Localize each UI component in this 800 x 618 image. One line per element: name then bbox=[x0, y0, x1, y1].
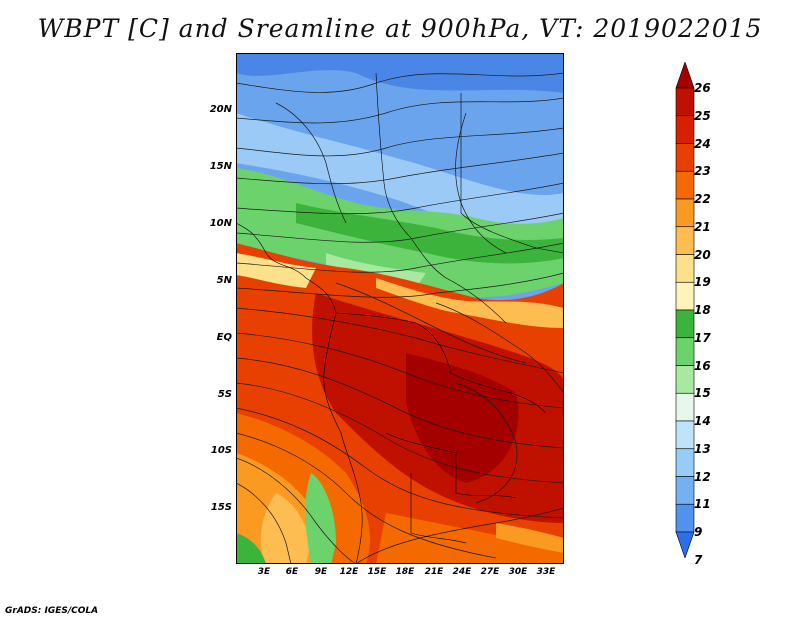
lon-label-30e: 30E bbox=[508, 567, 528, 577]
lat-label-10s: 10S bbox=[210, 445, 232, 456]
map-frame bbox=[236, 53, 564, 564]
colorbar-swatch bbox=[675, 198, 695, 228]
colorbar-swatch bbox=[675, 226, 695, 255]
lon-label-33e: 33E bbox=[536, 567, 556, 577]
shading-southwest-green bbox=[305, 473, 336, 564]
lat-label-15s: 15S bbox=[210, 502, 232, 513]
shading-light-blue bbox=[236, 113, 564, 230]
colorbar-label: 20 bbox=[694, 247, 711, 262]
credit-text: GrADS: IGES/COLA bbox=[5, 606, 99, 616]
colorbar-swatch bbox=[675, 420, 695, 450]
lon-label-15e: 15E bbox=[367, 567, 387, 577]
lat-label-15n: 15N bbox=[209, 161, 232, 172]
colorbar-label: 7 bbox=[694, 552, 703, 567]
chart-title: WBPT [C] and Sreamline at 900hPa, VT: 20… bbox=[37, 14, 763, 43]
streamlines bbox=[236, 72, 564, 564]
lat-label-5n: 5N bbox=[216, 275, 232, 286]
wbpt-map bbox=[236, 53, 564, 564]
shading-southeast-amber bbox=[496, 523, 564, 553]
colorbar-swatch bbox=[675, 170, 695, 200]
shading-cold-core bbox=[236, 53, 564, 93]
lon-label-9e: 9E bbox=[314, 567, 328, 577]
colorbar-label: 11 bbox=[694, 497, 711, 512]
shading-southeast-orange bbox=[376, 513, 564, 564]
colorbar-label: 14 bbox=[694, 414, 711, 428]
colorbar-label: 26 bbox=[694, 81, 711, 95]
lon-label-6e: 6E bbox=[285, 567, 299, 577]
colorbar-swatch bbox=[675, 281, 695, 311]
colorbar-swatch-top bbox=[675, 62, 695, 89]
colorbar-swatch bbox=[675, 392, 695, 422]
colorbar-label: 12 bbox=[694, 469, 711, 484]
colorbar-label: 23 bbox=[694, 164, 711, 179]
colorbar-label: 21 bbox=[694, 219, 711, 234]
lon-label-18e: 18E bbox=[395, 567, 415, 577]
colorbar-label: 16 bbox=[694, 358, 711, 373]
lat-label-eq: EQ bbox=[216, 332, 232, 343]
colorbar-swatch bbox=[675, 87, 695, 117]
shading-peak bbox=[406, 353, 519, 483]
colorbar-label: 17 bbox=[694, 330, 711, 345]
colorbar-label: 19 bbox=[694, 275, 711, 290]
colorbar-swatch bbox=[675, 365, 695, 394]
shading-dark-green bbox=[296, 203, 564, 264]
colorbar-label: 13 bbox=[694, 441, 711, 456]
colorbar-label: 24 bbox=[694, 136, 711, 151]
colorbar-swatch bbox=[675, 309, 695, 339]
colorbar-swatch bbox=[675, 448, 695, 477]
colorbar bbox=[675, 62, 695, 558]
shading-southwest-yellow bbox=[260, 493, 311, 564]
colorbar-label: 9 bbox=[694, 525, 703, 539]
colorbar-label: 25 bbox=[694, 108, 711, 123]
lon-label-3e: 3E bbox=[257, 567, 271, 577]
colorbar-label: 18 bbox=[694, 303, 711, 317]
colorbar-label: 15 bbox=[694, 386, 711, 401]
lon-label-21e: 21E bbox=[424, 567, 444, 577]
colorbar-swatch-bottom bbox=[675, 531, 695, 558]
borders bbox=[236, 72, 564, 564]
colorbar-swatch bbox=[675, 143, 695, 172]
lat-label-5s: 5S bbox=[217, 389, 232, 400]
lat-label-10n: 10N bbox=[209, 218, 232, 229]
colorbar-swatch bbox=[675, 115, 695, 144]
colorbar-swatch bbox=[675, 254, 695, 283]
lon-label-12e: 12E bbox=[339, 567, 359, 577]
lat-label-20n: 20N bbox=[209, 104, 232, 115]
shading-corner-green bbox=[236, 533, 266, 564]
colorbar-swatch bbox=[675, 337, 695, 366]
colorbar-swatch bbox=[675, 476, 695, 505]
colorbar-label: 22 bbox=[694, 192, 711, 206]
shading-yellow-north bbox=[236, 253, 316, 288]
map-panel bbox=[236, 53, 564, 564]
lon-label-27e: 27E bbox=[480, 567, 500, 577]
lon-label-24e: 24E bbox=[452, 567, 472, 577]
shading-orange-band bbox=[376, 278, 564, 328]
colorbar-swatch bbox=[675, 503, 695, 533]
